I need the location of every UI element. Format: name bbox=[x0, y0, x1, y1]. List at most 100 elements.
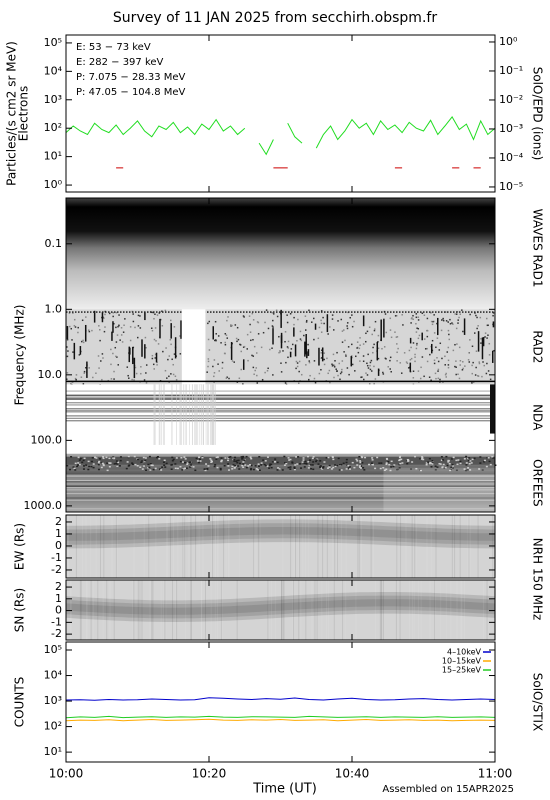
speckle bbox=[82, 383, 85, 385]
speckle bbox=[366, 374, 369, 376]
speckle bbox=[115, 311, 118, 314]
speckle bbox=[390, 370, 392, 373]
speckle bbox=[482, 361, 484, 363]
orfees-noise bbox=[359, 460, 362, 462]
speckle bbox=[457, 373, 459, 375]
speckle bbox=[359, 337, 361, 339]
speckle bbox=[476, 316, 478, 319]
orfees-noise bbox=[102, 457, 105, 460]
orfees-noise bbox=[219, 467, 222, 470]
speckle bbox=[253, 373, 255, 376]
orfees-noise bbox=[247, 465, 250, 467]
dot bbox=[291, 311, 293, 313]
orfees-noise bbox=[248, 464, 251, 466]
orfees-noise bbox=[445, 455, 448, 458]
orfees-noise bbox=[317, 463, 320, 465]
speckle bbox=[236, 340, 238, 343]
speckle bbox=[74, 377, 77, 380]
orfees-noise bbox=[401, 462, 404, 464]
dot bbox=[264, 311, 266, 313]
orfees-noise bbox=[422, 458, 425, 461]
speckle bbox=[320, 331, 323, 333]
orfees-noise bbox=[199, 460, 202, 462]
orfees-noise bbox=[228, 456, 231, 459]
legend-entry: 15–25keV bbox=[442, 666, 482, 675]
orfees-noise bbox=[260, 462, 263, 464]
orfees-noise bbox=[154, 467, 157, 470]
speckle bbox=[226, 337, 229, 339]
orfees-noise bbox=[334, 465, 337, 468]
orfees-noise bbox=[270, 466, 273, 469]
speckle bbox=[220, 342, 222, 344]
orfees-noise bbox=[330, 468, 333, 470]
dot bbox=[342, 311, 344, 313]
speckle bbox=[447, 346, 450, 349]
orfees-noise bbox=[144, 459, 147, 462]
speckle bbox=[417, 316, 420, 318]
orfees-noise bbox=[252, 468, 255, 471]
speckle bbox=[369, 368, 372, 371]
speckle bbox=[242, 383, 244, 385]
orfees-noise bbox=[250, 464, 253, 467]
speckle bbox=[140, 366, 142, 368]
orfees-noise bbox=[82, 459, 85, 462]
speckle bbox=[278, 351, 280, 354]
orfees-noise bbox=[464, 469, 467, 472]
speckle bbox=[313, 360, 316, 362]
speckle bbox=[346, 367, 349, 369]
speckle bbox=[346, 322, 349, 324]
speckle bbox=[66, 338, 69, 341]
speckle bbox=[129, 326, 132, 328]
orfees-noise bbox=[410, 468, 413, 470]
orfees-noise bbox=[141, 460, 144, 462]
orfees-noise bbox=[446, 464, 449, 467]
speckle bbox=[164, 369, 167, 372]
dot bbox=[462, 311, 464, 313]
orfees-noise bbox=[131, 462, 134, 464]
speckle bbox=[430, 320, 433, 323]
orfees-noise bbox=[316, 458, 319, 461]
speckle bbox=[74, 326, 77, 328]
orfees-noise bbox=[175, 457, 178, 459]
orfees-noise bbox=[198, 456, 201, 459]
speckle bbox=[145, 372, 147, 374]
speckle bbox=[78, 354, 81, 356]
orfees-noise bbox=[220, 459, 223, 462]
orfees-noise bbox=[322, 467, 325, 469]
speckle bbox=[264, 321, 266, 324]
speckle bbox=[362, 355, 365, 357]
orfees-noise bbox=[101, 462, 104, 465]
y-axis-label: Particles/(s cm2 sr MeV) bbox=[5, 41, 19, 186]
speckle bbox=[293, 323, 295, 326]
orfees-noise bbox=[95, 457, 98, 459]
orfees-noise bbox=[380, 462, 383, 464]
orfees-noise bbox=[163, 464, 166, 466]
orfees-noise bbox=[164, 466, 167, 468]
orfees-noise bbox=[325, 457, 328, 459]
y-tick-label: 0 bbox=[55, 539, 62, 552]
speckle bbox=[307, 343, 309, 346]
speckle bbox=[417, 319, 420, 321]
orfees-noise bbox=[184, 467, 187, 470]
dot bbox=[312, 311, 314, 313]
speckle bbox=[165, 347, 167, 349]
orfees-noise bbox=[97, 468, 100, 471]
speckle bbox=[462, 367, 464, 370]
y-tick-label: 10⁵ bbox=[44, 643, 62, 656]
orfees-noise bbox=[116, 464, 119, 466]
dot bbox=[357, 311, 359, 313]
speckle bbox=[75, 374, 78, 376]
speckle bbox=[80, 350, 82, 353]
speckle bbox=[467, 359, 470, 361]
speckle bbox=[128, 377, 130, 379]
dot bbox=[393, 311, 395, 313]
dot bbox=[330, 311, 332, 313]
orfees-noise bbox=[163, 459, 166, 462]
orfees-noise bbox=[113, 463, 116, 465]
speckle bbox=[487, 334, 489, 336]
orfees-noise bbox=[389, 469, 392, 472]
orfees-noise bbox=[233, 460, 236, 462]
orfees-noise bbox=[74, 469, 77, 471]
orfees-noise bbox=[183, 456, 186, 458]
dot bbox=[177, 311, 179, 313]
